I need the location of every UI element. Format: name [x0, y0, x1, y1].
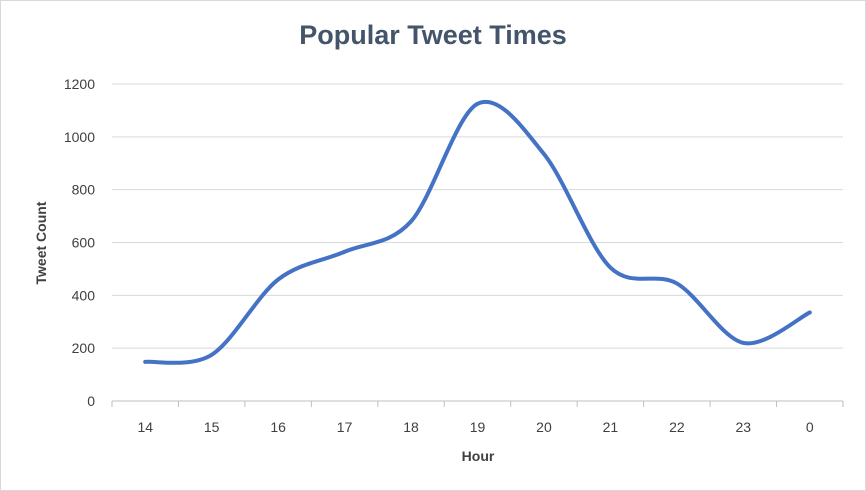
- y-tick-label: 1200: [64, 76, 95, 92]
- x-tick-label: 0: [806, 419, 814, 435]
- x-tick-label: 23: [736, 419, 752, 435]
- y-axis-ticks: 0 200 400 600 800 1000 1200: [64, 76, 95, 409]
- series-line: [143, 99, 812, 365]
- y-tick-label: 800: [72, 182, 96, 198]
- y-axis-title: Tweet Count: [33, 201, 49, 284]
- gridlines: [112, 83, 843, 349]
- x-tick-label: 20: [536, 419, 552, 435]
- x-tick-label: 21: [603, 419, 619, 435]
- series-layer: [143, 99, 812, 365]
- x-tick-label: 16: [270, 419, 286, 435]
- x-tick-label: 22: [669, 419, 685, 435]
- y-tick-label: 1000: [64, 129, 95, 145]
- x-tick-label: 15: [204, 419, 220, 435]
- x-tick-label: 14: [137, 419, 153, 435]
- x-axis-title: Hour: [462, 448, 495, 464]
- y-tick-label: 0: [87, 393, 95, 409]
- x-tick-label: 17: [337, 419, 353, 435]
- x-tick-label: 19: [470, 419, 486, 435]
- y-tick-label: 200: [72, 340, 96, 356]
- chart-title: Popular Tweet Times: [299, 20, 567, 50]
- x-tick-label: 18: [403, 419, 419, 435]
- x-axis: 14 15 16 17 18 19 20 21 22 23 0: [111, 400, 844, 435]
- y-tick-label: 400: [72, 287, 96, 303]
- y-tick-label: 600: [72, 235, 96, 251]
